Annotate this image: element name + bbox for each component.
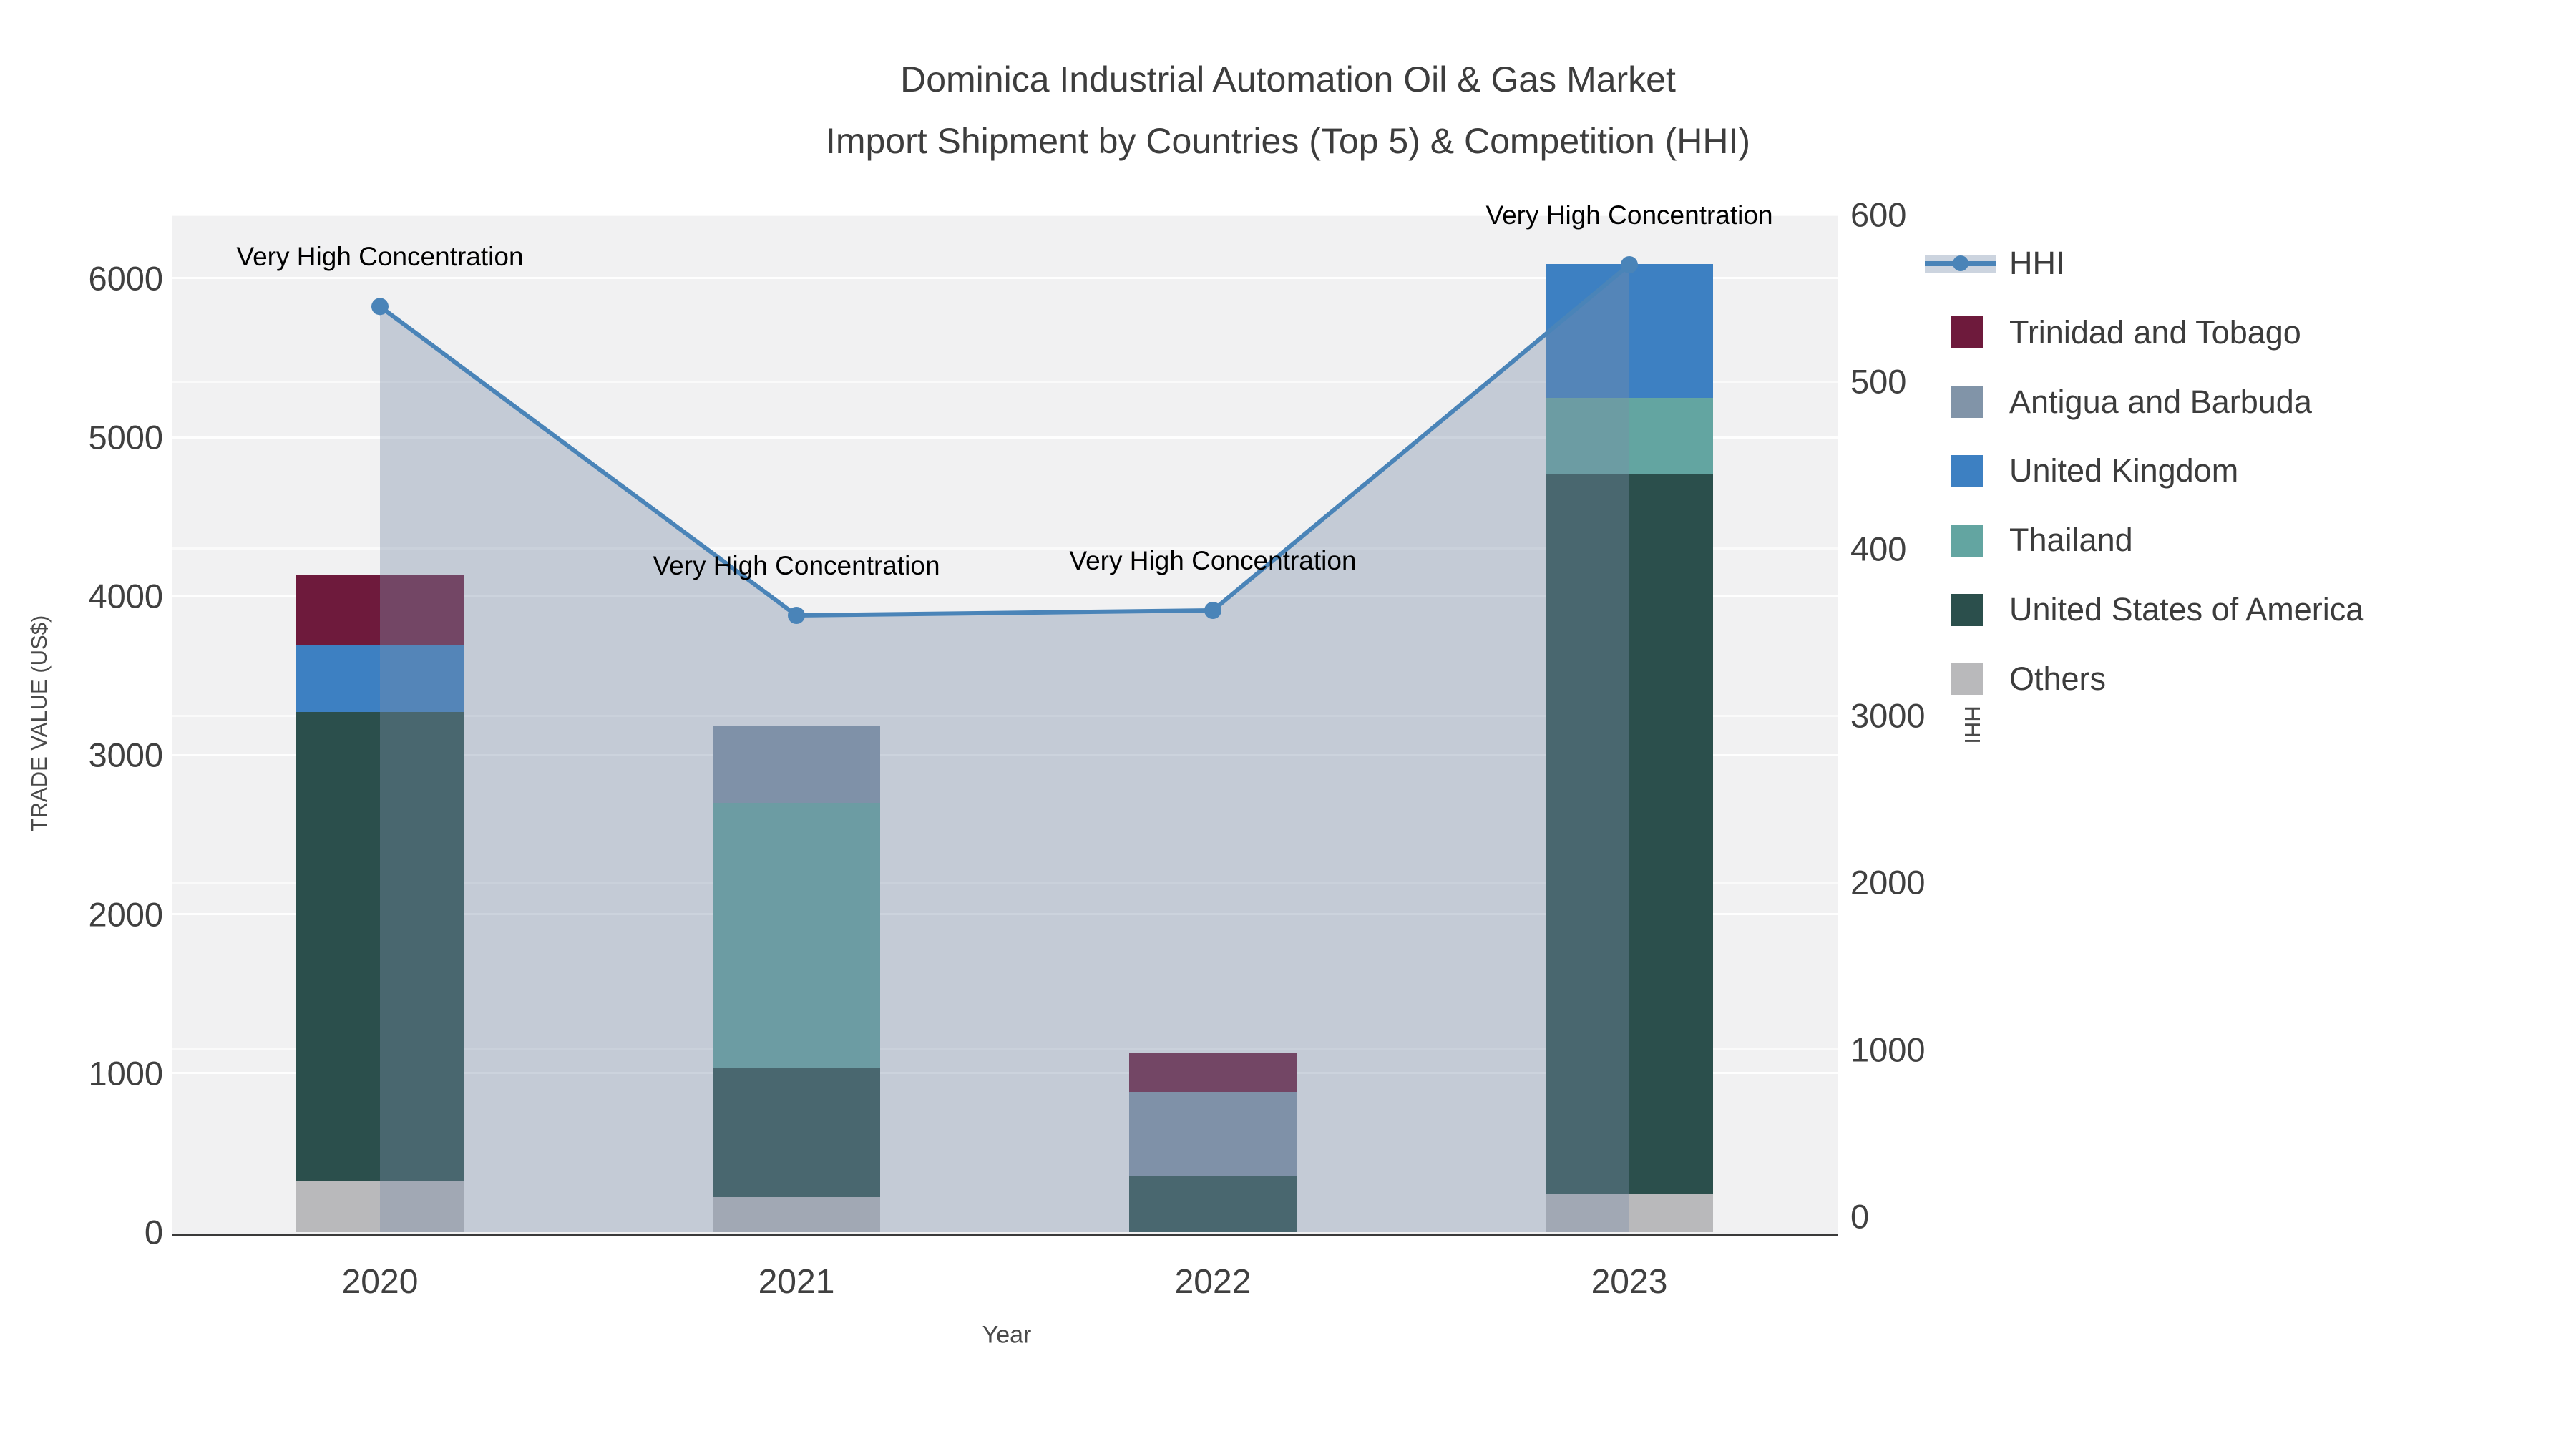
y-right-tick-0: 0 <box>1850 1197 1870 1236</box>
y-right-tick-400: 400 <box>1850 530 1907 568</box>
legend-swatch-icon <box>1951 593 1983 626</box>
bar-segment-2022-united-states-of-america <box>1129 1176 1297 1232</box>
legend-label: Others <box>2009 660 2107 697</box>
gridline-trade-3000 <box>172 753 1838 756</box>
hhi-line-layer <box>371 256 1638 1232</box>
gridline-hhi-600 <box>172 213 1838 216</box>
gridline-hhi-500 <box>172 380 1838 383</box>
legend-label: Thailand <box>2009 522 2133 559</box>
chart-title: Dominica Industrial Automation Oil & Gas… <box>0 49 2576 172</box>
y-left-tick-6000: 6000 <box>88 259 163 298</box>
legend-item-trinidad-and-tobago[interactable]: Trinidad and Tobago <box>1925 311 2555 354</box>
legend-label: United Kingdom <box>2009 452 2239 489</box>
bar-segment-2020-others <box>296 1181 464 1232</box>
gridline-hhi-200 <box>172 881 1838 884</box>
annotation-2022: Very High Concentration <box>1069 546 1357 575</box>
legend-swatch-icon <box>1951 524 1983 557</box>
hhi-area-fill <box>380 265 1629 1232</box>
legend-item-united-states-of-america[interactable]: United States of America <box>1925 588 2555 631</box>
legend-item-thailand[interactable]: Thailand <box>1925 519 2555 562</box>
legend-label: Antigua and Barbuda <box>2009 383 2312 420</box>
hhi-marker-2023 <box>1621 256 1638 273</box>
bar-segment-2023-united-states-of-america <box>1546 474 1713 1194</box>
legend-label: HHI <box>2009 245 2065 281</box>
gridline-trade-1000 <box>172 1072 1838 1075</box>
bar-segment-2021-antigua-and-barbuda <box>713 726 880 804</box>
y-right-tick-500: 500 <box>1850 362 1907 401</box>
hhi-marker-2022 <box>1204 602 1221 619</box>
bar-segment-2020-trinidad-and-tobago <box>296 575 464 646</box>
hhi-line <box>379 263 1631 618</box>
y-right-tick-1000: 1000 <box>1850 1030 1926 1069</box>
bar-segment-2021-thailand <box>713 803 880 1069</box>
bar-segment-2023-thailand <box>1546 397 1713 474</box>
hhi-marker-2020 <box>371 298 389 316</box>
y-left-tick-5000: 5000 <box>88 418 163 457</box>
bar-segment-2021-united-states-of-america <box>713 1068 880 1198</box>
hhi-legend-marker <box>1953 255 1968 271</box>
bar-segment-2022-antigua-and-barbuda <box>1129 1092 1297 1177</box>
gridline-hhi-400 <box>172 547 1838 550</box>
gridline-trade-5000 <box>172 436 1838 439</box>
annotation-2023: Very High Concentration <box>1485 200 1773 230</box>
y-right-tick-600: 600 <box>1850 195 1907 234</box>
y-left-tick-3000: 3000 <box>88 736 163 774</box>
legend-item-hhi[interactable]: HHI <box>1925 242 2555 285</box>
legend-item-others[interactable]: Others <box>1925 658 2555 701</box>
chart-title-line1: Dominica Industrial Automation Oil & Gas… <box>900 59 1676 99</box>
legend-swatch-icon <box>1951 454 1983 487</box>
bar-segment-2023-others <box>1546 1194 1713 1232</box>
bar-segment-2022-trinidad-and-tobago <box>1129 1052 1297 1093</box>
x-tick-2021: 2021 <box>758 1263 835 1301</box>
x-tick-2023: 2023 <box>1591 1263 1668 1301</box>
y-axis-left-title: TRADE VALUE (US$) <box>26 615 52 832</box>
bar-segment-2021-others <box>713 1197 880 1232</box>
gridline-trade-6000 <box>172 277 1838 280</box>
x-axis-title: Year <box>982 1321 1032 1349</box>
chart-title-line2: Import Shipment by Countries (Top 5) & C… <box>825 121 1751 161</box>
y-left-tick-1000: 1000 <box>88 1054 163 1093</box>
legend-item-united-kingdom[interactable]: United Kingdom <box>1925 449 2555 492</box>
gridline-hhi-300 <box>172 714 1838 717</box>
legend-label: United States of America <box>2009 591 2364 628</box>
hhi-legend-sample-icon <box>1925 248 1996 280</box>
x-tick-2022: 2022 <box>1174 1263 1252 1301</box>
plot-area: Very High Concentration Very High Concent… <box>172 200 1838 1236</box>
bar-segment-2020-united-kingdom <box>296 645 464 713</box>
hhi-marker-2021 <box>788 607 805 624</box>
legend-swatch-icon <box>1951 663 1983 696</box>
y-right-tick-3000: 3000 <box>1850 696 1926 735</box>
bar-segment-2023-united-kingdom <box>1546 263 1713 398</box>
legend-item-antigua-and-barbuda[interactable]: Antigua and Barbuda <box>1925 381 2555 424</box>
y-left-tick-2000: 2000 <box>88 895 163 934</box>
y-left-tick-4000: 4000 <box>88 577 163 615</box>
legend-label: Trinidad and Tobago <box>2009 313 2301 351</box>
gridline-trade-2000 <box>172 913 1838 916</box>
annotation-2021: Very High Concentration <box>653 551 940 580</box>
bar-segment-2020-united-states-of-america <box>296 712 464 1181</box>
y-right-tick-2000: 2000 <box>1850 863 1926 902</box>
gridline-trade-4000 <box>172 595 1838 597</box>
y-left-tick-0: 0 <box>144 1213 163 1252</box>
y-axis-right-title: HHI <box>1960 706 1985 744</box>
annotation-2020: Very High Concentration <box>236 242 524 272</box>
legend-swatch-icon <box>1951 316 1983 349</box>
legend-swatch-icon <box>1951 386 1983 419</box>
x-tick-2020: 2020 <box>341 1263 419 1301</box>
gridline-hhi-100 <box>172 1048 1838 1051</box>
